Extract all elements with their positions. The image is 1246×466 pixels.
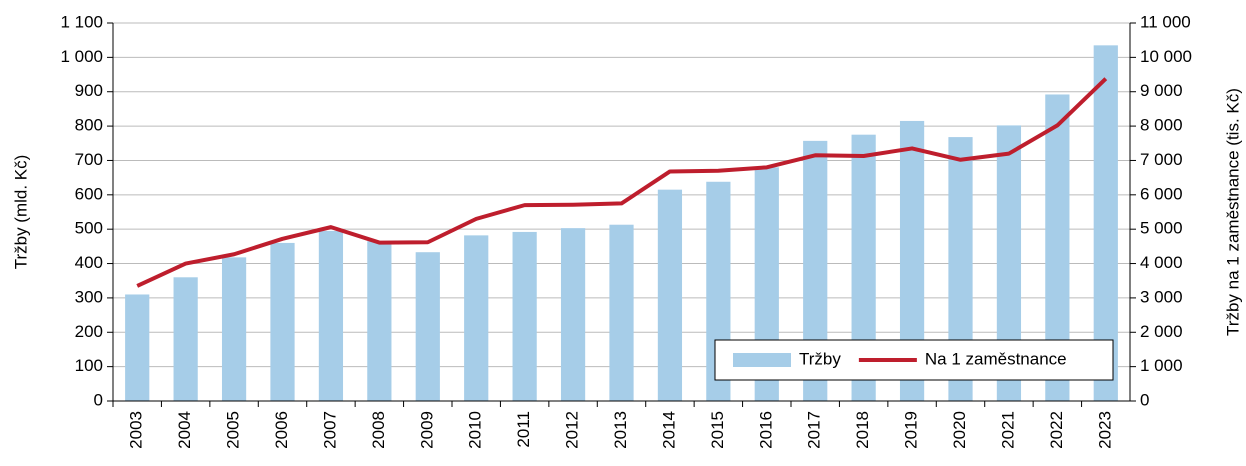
y-tick-label: 900 <box>75 81 103 100</box>
bar <box>173 277 198 401</box>
y2-tick-label: 4 000 <box>1140 253 1183 272</box>
y-tick-label: 800 <box>75 116 103 135</box>
x-tick-label: 2011 <box>514 411 533 448</box>
y-tick-label: 600 <box>75 184 103 203</box>
y-axis-label: Tržby (mld. Kč) <box>11 155 30 270</box>
bar <box>560 228 586 401</box>
x-tick-label: 2004 <box>175 411 194 449</box>
y-tick-label: 500 <box>75 219 103 238</box>
legend-label: Na 1 zaměstnance <box>925 349 1067 368</box>
x-tick-label: 2005 <box>224 411 243 449</box>
x-tick-label: 2022 <box>1047 411 1066 449</box>
x-tick-label: 2014 <box>659 411 678 449</box>
y2-tick-label: 1 000 <box>1140 356 1183 375</box>
x-tick-label: 2021 <box>998 411 1017 449</box>
bar <box>367 241 392 401</box>
x-tick-label: 2003 <box>127 411 146 449</box>
bar <box>415 252 440 401</box>
bar <box>221 257 247 401</box>
y2-tick-label: 10 000 <box>1140 47 1192 66</box>
x-tick-label: 2016 <box>756 411 775 449</box>
x-tick-label: 2012 <box>563 411 582 449</box>
bar <box>125 294 150 401</box>
x-tick-label: 2023 <box>1095 411 1114 449</box>
bar <box>609 224 634 401</box>
y2-tick-label: 0 <box>1140 390 1149 409</box>
y2-tick-label: 6 000 <box>1140 184 1183 203</box>
y2-tick-label: 8 000 <box>1140 116 1183 135</box>
y-tick-label: 400 <box>75 253 103 272</box>
y-tick-label: 100 <box>75 356 103 375</box>
bar <box>512 231 537 401</box>
line <box>136 77 1108 288</box>
x-tick-label: 2018 <box>853 411 872 449</box>
x-tick-label: 2017 <box>805 411 824 449</box>
x-tick-label: 2006 <box>272 411 291 449</box>
y2-tick-label: 7 000 <box>1140 150 1183 169</box>
y2-tick-label: 9 000 <box>1140 81 1183 100</box>
y-tick-label: 1 100 <box>60 12 103 31</box>
bar <box>270 242 295 401</box>
bar <box>657 189 683 401</box>
x-tick-label: 2019 <box>902 411 921 449</box>
legend-swatch <box>733 353 791 367</box>
y2-axis-label: Tržby na 1 zaměstnance (tis. Kč) <box>1223 88 1242 336</box>
y2-tick-label: 5 000 <box>1140 219 1183 238</box>
x-tick-label: 2008 <box>369 411 388 449</box>
y-tick-label: 1 000 <box>60 47 103 66</box>
bar <box>318 230 344 401</box>
x-tick-label: 2010 <box>466 411 485 449</box>
y-tick-label: 0 <box>94 390 103 409</box>
x-tick-label: 2020 <box>950 411 969 449</box>
x-tick-label: 2007 <box>320 411 339 449</box>
y-tick-label: 200 <box>75 322 103 341</box>
y-tick-label: 700 <box>75 150 103 169</box>
bar <box>464 235 489 401</box>
x-tick-label: 2009 <box>417 411 436 449</box>
legend-label: Tržby <box>799 349 841 368</box>
y2-tick-label: 11 000 <box>1140 12 1191 31</box>
y2-tick-label: 2 000 <box>1140 322 1183 341</box>
x-tick-label: 2013 <box>611 411 630 449</box>
y2-tick-label: 3 000 <box>1140 287 1183 306</box>
y-tick-label: 300 <box>75 287 103 306</box>
x-tick-label: 2015 <box>708 411 727 449</box>
